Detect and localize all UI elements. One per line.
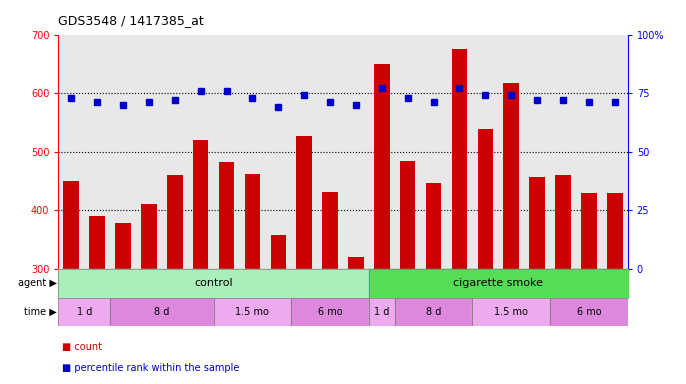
Text: time ▶: time ▶ bbox=[24, 307, 57, 317]
Bar bbox=[58, 298, 110, 326]
Text: 1.5 mo: 1.5 mo bbox=[235, 307, 270, 317]
Bar bbox=[110, 298, 213, 326]
Bar bbox=[607, 193, 622, 269]
Bar bbox=[213, 298, 292, 326]
Bar bbox=[64, 181, 79, 269]
Bar bbox=[581, 193, 597, 269]
Bar bbox=[369, 298, 394, 326]
Bar bbox=[58, 269, 369, 298]
Bar bbox=[110, 298, 213, 326]
Bar bbox=[292, 298, 369, 326]
Text: 6 mo: 6 mo bbox=[576, 307, 601, 317]
Bar bbox=[193, 140, 209, 269]
Bar bbox=[348, 257, 364, 269]
Bar bbox=[141, 204, 156, 269]
Bar bbox=[394, 298, 473, 326]
Bar bbox=[473, 298, 550, 326]
Bar bbox=[369, 298, 394, 326]
Bar bbox=[58, 269, 369, 298]
Bar bbox=[296, 136, 312, 269]
Text: ■ percentile rank within the sample: ■ percentile rank within the sample bbox=[62, 363, 239, 373]
Text: cigarette smoke: cigarette smoke bbox=[453, 278, 543, 288]
Text: agent ▶: agent ▶ bbox=[18, 278, 57, 288]
Text: 8 d: 8 d bbox=[426, 307, 441, 317]
Bar bbox=[115, 223, 131, 269]
Bar bbox=[58, 298, 110, 326]
Bar bbox=[292, 298, 369, 326]
Bar bbox=[270, 235, 286, 269]
Bar bbox=[451, 49, 467, 269]
Bar bbox=[219, 162, 235, 269]
Text: control: control bbox=[194, 278, 233, 288]
Text: 1.5 mo: 1.5 mo bbox=[495, 307, 528, 317]
Bar bbox=[477, 129, 493, 269]
Bar bbox=[245, 174, 260, 269]
Text: GDS3548 / 1417385_at: GDS3548 / 1417385_at bbox=[58, 14, 204, 27]
Text: ■ count: ■ count bbox=[62, 342, 102, 352]
Bar bbox=[400, 161, 416, 269]
Bar bbox=[473, 298, 550, 326]
Bar bbox=[374, 64, 390, 269]
Bar bbox=[89, 216, 105, 269]
Bar bbox=[504, 83, 519, 269]
Bar bbox=[394, 298, 473, 326]
Bar bbox=[167, 175, 182, 269]
Text: 6 mo: 6 mo bbox=[318, 307, 342, 317]
Bar bbox=[550, 298, 628, 326]
Bar bbox=[369, 269, 628, 298]
Text: 8 d: 8 d bbox=[154, 307, 169, 317]
Bar bbox=[369, 269, 628, 298]
Text: 1 d: 1 d bbox=[77, 307, 92, 317]
Bar bbox=[530, 177, 545, 269]
Bar bbox=[322, 192, 338, 269]
Bar bbox=[213, 298, 292, 326]
Bar bbox=[555, 175, 571, 269]
Text: 1 d: 1 d bbox=[374, 307, 390, 317]
Bar bbox=[550, 298, 628, 326]
Bar bbox=[426, 183, 441, 269]
